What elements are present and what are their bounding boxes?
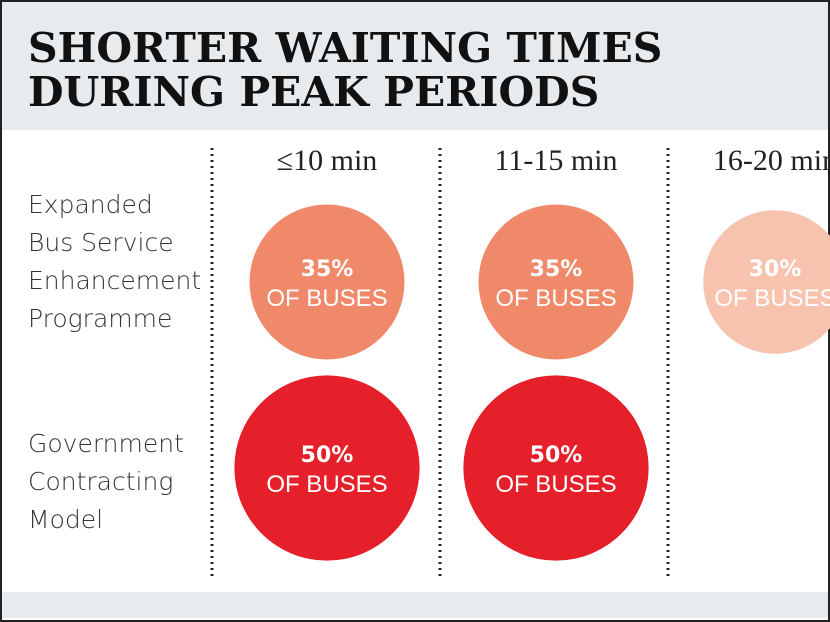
share-value: 35%: [530, 257, 583, 282]
share-caption: OF BUSES: [495, 471, 616, 498]
footer-band: [2, 592, 828, 618]
share-value: 50%: [301, 443, 354, 468]
share-circle: [463, 375, 649, 561]
header-band: [2, 2, 828, 130]
title: DURING PEAK PERIODS: [28, 68, 599, 116]
column-header: 11-15 min: [494, 144, 617, 177]
share-value: 50%: [530, 443, 583, 468]
share-caption: OF BUSES: [266, 285, 387, 312]
share-caption: OF BUSES: [714, 285, 830, 312]
share-value: 30%: [749, 257, 802, 282]
column-header: ≤10 min: [277, 144, 378, 177]
share-circle: [703, 210, 830, 354]
share-circle: [234, 375, 420, 561]
share-caption: OF BUSES: [266, 471, 387, 498]
row-label: Programme: [28, 304, 172, 333]
share-caption: OF BUSES: [495, 285, 616, 312]
column-header: 16-20 min: [713, 144, 830, 177]
title: SHORTER WAITING TIMES: [28, 24, 662, 72]
share-circle: [478, 204, 634, 360]
row-label: Expanded: [28, 190, 153, 219]
row-label: Bus Service: [28, 228, 174, 257]
row-label: Government: [28, 429, 184, 458]
row-label: Contracting: [28, 467, 173, 496]
share-circle: [249, 204, 405, 360]
row-label: Enhancement: [28, 266, 201, 295]
row-label: Model: [28, 505, 103, 534]
share-value: 35%: [301, 257, 354, 282]
